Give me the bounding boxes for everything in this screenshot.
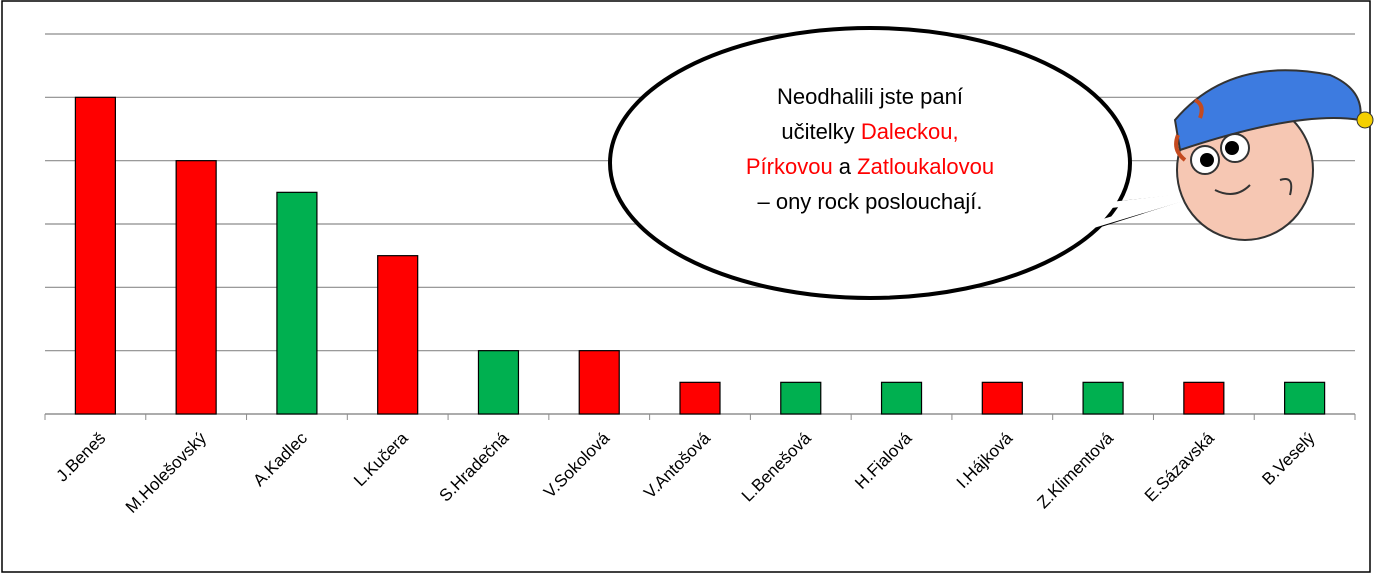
chart: J.BenešM.HolešovskýA.KadlecL.KučeraS.Hra… (0, 0, 1375, 575)
annotation-text: učitelky (781, 119, 860, 144)
bar (378, 256, 418, 414)
annotation-text: – ony rock poslouchají. (757, 189, 982, 214)
annotation-text: Zatloukalovou (857, 154, 994, 179)
annotation-text: a (833, 154, 857, 179)
bar (882, 382, 922, 414)
bar (781, 382, 821, 414)
bar (1083, 382, 1123, 414)
bar (1285, 382, 1325, 414)
bar (982, 382, 1022, 414)
bar (176, 161, 216, 414)
bar (680, 382, 720, 414)
bar (75, 97, 115, 414)
annotation-line: – ony rock poslouchají. (757, 189, 982, 214)
bar (1184, 382, 1224, 414)
annotation-line: Neodhalili jste paní (777, 84, 963, 109)
annotation-line: učitelky Daleckou, (781, 119, 958, 144)
bar (277, 192, 317, 414)
annotation-text: Pírkovou (746, 154, 833, 179)
bar (579, 351, 619, 414)
annotation-text: Neodhalili jste paní (777, 84, 963, 109)
annotation-text: Daleckou, (861, 119, 959, 144)
bar (478, 351, 518, 414)
annotation-line: Pírkovou a Zatloukalovou (746, 154, 994, 179)
